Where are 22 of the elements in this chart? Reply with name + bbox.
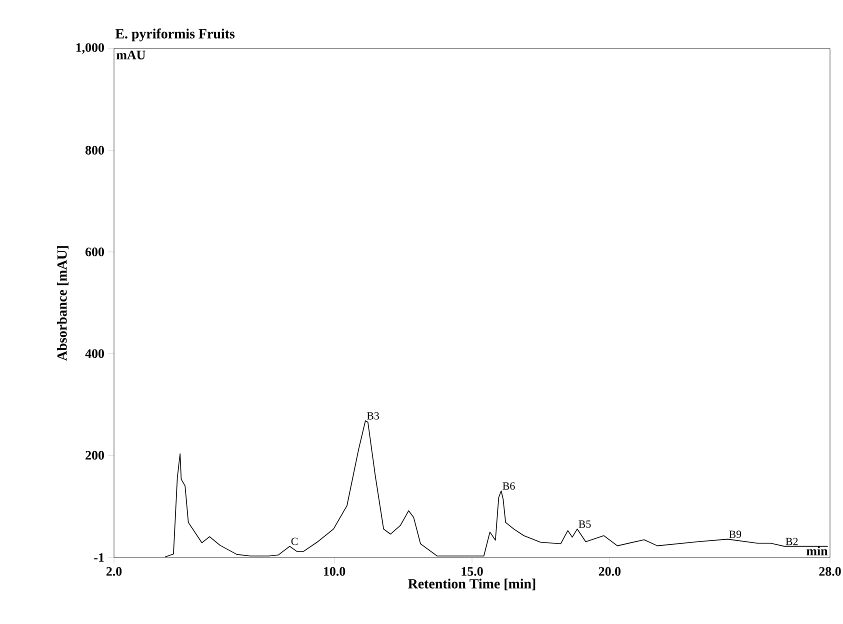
- annotation: B6: [502, 482, 515, 490]
- x-axis-title: Retention Time [min]: [408, 578, 536, 590]
- x-tick-label: 15.0: [462, 567, 483, 576]
- y-tick-label: 800: [85, 146, 104, 155]
- annotation: B9: [729, 530, 742, 538]
- y-tick-label: 600: [85, 248, 104, 256]
- annotation: mAU: [116, 50, 146, 60]
- annotation: C: [291, 538, 298, 546]
- annotation: B5: [578, 520, 591, 528]
- chart-title: E. pyriformis Fruits: [115, 28, 235, 42]
- annotation: min: [806, 546, 828, 556]
- x-tick-label: 2.0: [106, 567, 122, 576]
- y-axis-title: Absorbance [mAU]: [56, 246, 68, 361]
- annotation: B2: [786, 538, 798, 546]
- y-tick-label: 200: [86, 450, 104, 460]
- y-tick-label: -1: [94, 553, 104, 562]
- x-tick-label: 28.0: [819, 567, 841, 576]
- annotation: B3: [366, 412, 379, 420]
- y-tick-label: 400: [85, 349, 104, 358]
- x-tick-label: 10.0: [324, 567, 346, 576]
- y-tick-label: 1,000: [76, 43, 104, 54]
- x-tick-label: 20.0: [598, 567, 621, 576]
